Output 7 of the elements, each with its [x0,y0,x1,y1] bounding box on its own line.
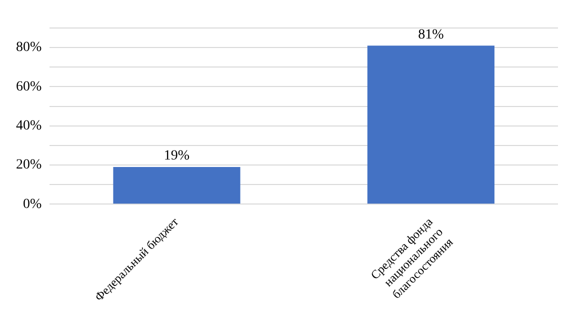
y-tick-label: 20% [16,158,42,173]
y-tick-label: 80% [16,40,42,56]
data-label: 81% [418,27,444,42]
y-tick-label: 60% [16,79,42,94]
data-label: 19% [164,148,190,164]
y-tick-label: 0% [22,196,42,212]
y-tick-label: 40% [16,118,42,134]
